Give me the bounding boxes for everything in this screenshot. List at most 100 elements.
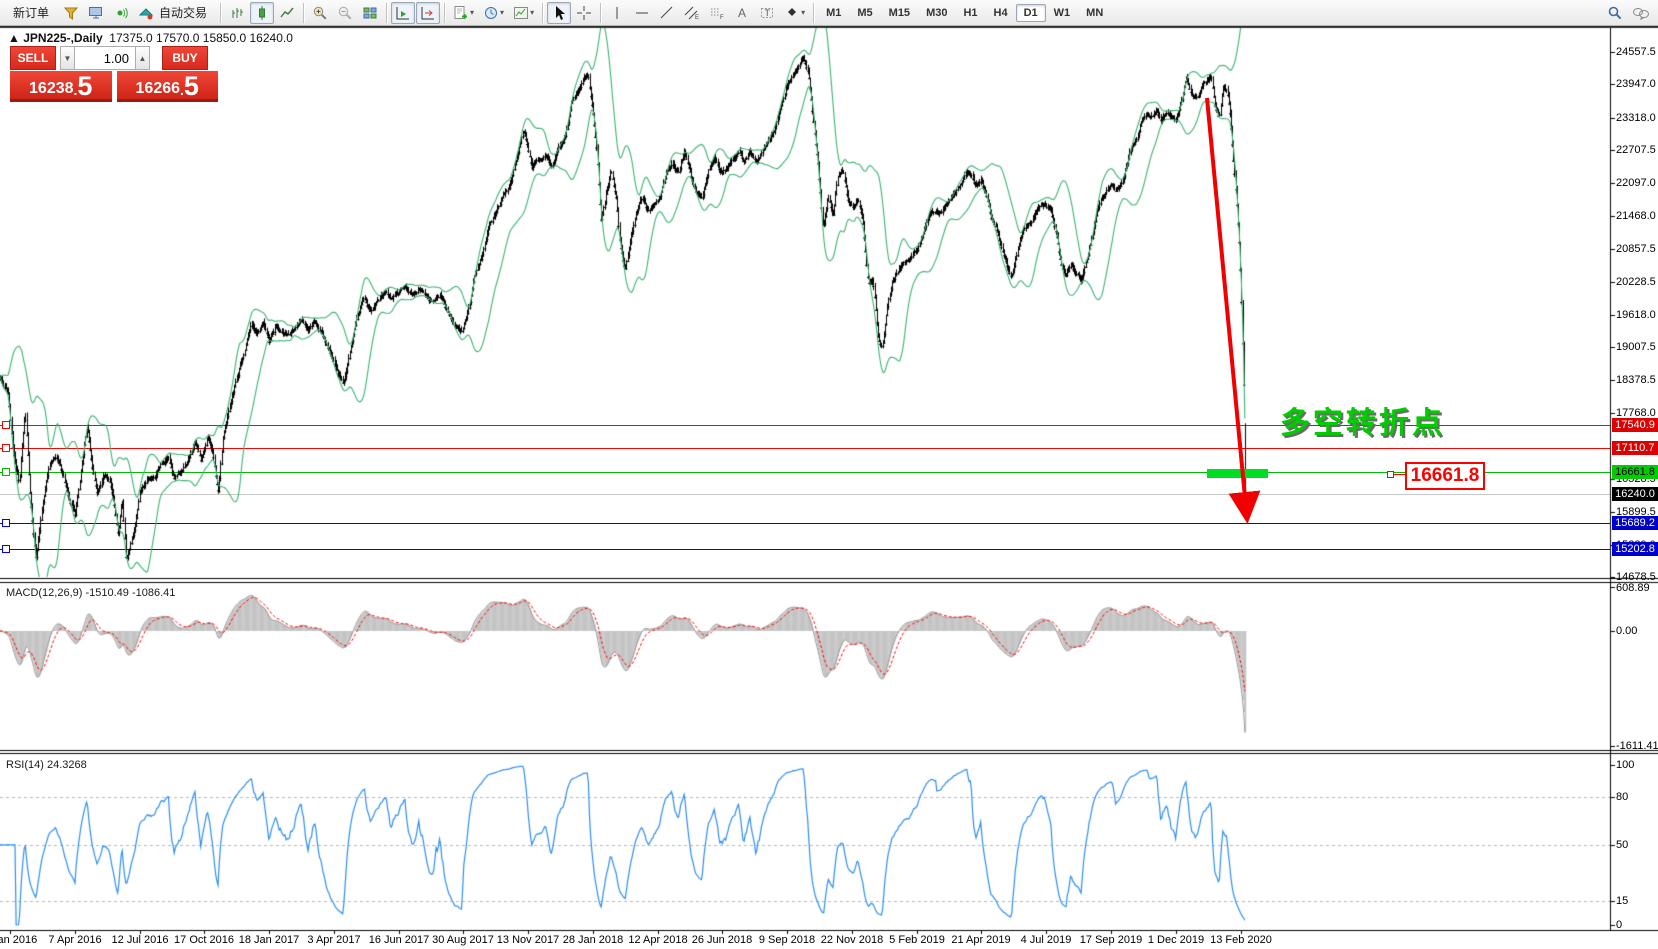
- periods-clock-icon: [483, 5, 499, 21]
- volume-up-button[interactable]: ▲: [135, 46, 150, 70]
- text-label-icon: T: [759, 5, 775, 21]
- periods-button[interactable]: ▾: [479, 2, 508, 24]
- timeframe-button-m30[interactable]: M30: [926, 6, 948, 19]
- sell-button[interactable]: SELL: [10, 46, 56, 70]
- timeframe-button-w1[interactable]: W1: [1053, 6, 1071, 19]
- callout-connector: [1391, 474, 1405, 475]
- timeframe-button-m5[interactable]: M5: [857, 6, 873, 19]
- text-button[interactable]: A: [730, 2, 754, 24]
- zoom-out-button[interactable]: [333, 2, 357, 24]
- buy-price-main: 16266: [135, 80, 181, 97]
- level-endpoint-marker[interactable]: [2, 420, 10, 429]
- add-indicator-button[interactable]: ▾: [449, 2, 478, 24]
- price-callout[interactable]: 16661.8: [1405, 462, 1485, 490]
- vertical-line-icon: [609, 5, 625, 21]
- bar-chart-icon: [229, 5, 245, 21]
- cursor-icon: [551, 5, 567, 21]
- level-endpoint-marker[interactable]: [2, 443, 10, 452]
- arrows-icon: [784, 5, 800, 21]
- chevron-down-icon: ▾: [801, 8, 806, 17]
- fibonacci-button[interactable]: F: [705, 2, 729, 24]
- chart-shift-button[interactable]: [416, 1, 441, 24]
- chevron-down-icon: ▾: [500, 8, 505, 17]
- timeframe-button-h1[interactable]: H1: [963, 6, 978, 19]
- broadcast-button[interactable]: [109, 2, 133, 24]
- sell-price-box[interactable]: 16238 . 5: [10, 71, 112, 102]
- toolbar-separator: [303, 2, 305, 23]
- chart-title: ▲ JPN225-,Daily 17375.0 17570.0 15850.0 …: [8, 31, 293, 45]
- horizontal-line-icon: [634, 5, 650, 21]
- ohlc-high: 17570.0: [156, 31, 200, 45]
- timeframe-button-m1[interactable]: M1: [826, 6, 842, 19]
- rsi-label: RSI(14) 24.3268: [6, 759, 87, 771]
- tile-windows-icon: [362, 5, 378, 21]
- macd-label: MACD(12,26,9) -1510.49 -1086.41: [6, 587, 176, 599]
- buy-price-pips: 5: [183, 71, 199, 101]
- trendline-icon: [659, 5, 675, 21]
- market-window-button[interactable]: [84, 2, 108, 24]
- new-order-button[interactable]: 新订单: [4, 2, 58, 24]
- chart-canvas[interactable]: [0, 26, 1658, 949]
- one-click-trade-panel: SELL ▼ 1.00 ▲ BUY 16238 . 5 16266 . 5: [10, 46, 218, 102]
- vertical-line-button[interactable]: [605, 2, 629, 24]
- auto-trading-label: 自动交易: [159, 6, 208, 20]
- crosshair-icon: [576, 5, 592, 21]
- add-indicator-icon: [453, 5, 469, 21]
- template-icon: [513, 5, 529, 21]
- line-chart-button[interactable]: [275, 2, 299, 24]
- trade-funnel-button[interactable]: [59, 2, 83, 24]
- chart-window: ▲ JPN225-,Daily 17375.0 17570.0 15850.0 …: [0, 26, 1658, 949]
- buy-price-box[interactable]: 16266 . 5: [116, 71, 218, 102]
- auto-trading-button[interactable]: 自动交易: [134, 2, 216, 24]
- trendline-button[interactable]: [655, 2, 679, 24]
- zoom-in-icon: [312, 5, 328, 21]
- collapse-arrow-icon[interactable]: ▲: [8, 31, 20, 45]
- toolbar-separator: [542, 2, 544, 23]
- horizontal-line-button[interactable]: [630, 2, 654, 24]
- annotation-text[interactable]: 多空转折点: [1280, 407, 1445, 440]
- zoom-out-icon: [337, 5, 353, 21]
- sell-price-pips: 5: [77, 71, 93, 101]
- timeframe-button-mn[interactable]: MN: [1086, 6, 1104, 19]
- text-icon: A: [734, 5, 750, 21]
- funnel-icon: [63, 5, 79, 21]
- broadcast-icon: [113, 5, 129, 21]
- fibonacci-icon: F: [709, 5, 725, 21]
- svg-text:T: T: [765, 8, 771, 18]
- text-label-button[interactable]: T: [755, 2, 779, 24]
- search-icon: [1607, 5, 1623, 21]
- timeframe-bar: M1 M5 M15 M30 H1 H4 D1 W1 MN: [818, 3, 1111, 22]
- ohlc-close: 16240.0: [249, 31, 293, 45]
- arrows-button[interactable]: ▾: [780, 2, 809, 24]
- candlestick-chart-button[interactable]: [250, 1, 275, 24]
- toolbar-separator: [386, 2, 388, 23]
- auto-scroll-button[interactable]: [391, 1, 416, 24]
- volume-input[interactable]: 1.00: [75, 46, 135, 70]
- level-endpoint-marker[interactable]: [2, 467, 10, 476]
- zoom-in-button[interactable]: [308, 2, 332, 24]
- search-button[interactable]: [1603, 2, 1627, 24]
- level-endpoint-marker[interactable]: [2, 545, 10, 554]
- timeframe-button-d1[interactable]: D1: [1015, 3, 1046, 22]
- candlestick-chart-icon: [254, 5, 270, 21]
- timeframe-button-m15[interactable]: M15: [888, 6, 911, 19]
- timeframe-button-h4[interactable]: H4: [993, 6, 1008, 19]
- equidistant-channel-button[interactable]: E: [680, 2, 704, 24]
- svg-text:E: E: [695, 15, 699, 21]
- cursor-button[interactable]: [547, 1, 572, 24]
- chevron-down-icon: ▾: [530, 8, 535, 17]
- buy-button[interactable]: BUY: [162, 46, 208, 70]
- market-window-icon: [88, 5, 104, 21]
- sell-price-main: 16238: [29, 80, 74, 97]
- chevron-down-icon: ▾: [470, 8, 475, 17]
- highlight-bar[interactable]: [1207, 469, 1268, 478]
- bar-chart-button[interactable]: [225, 2, 249, 24]
- tile-windows-button[interactable]: [358, 2, 382, 24]
- toolbar-separator: [220, 2, 222, 23]
- ohlc-low: 15850.0: [202, 31, 247, 45]
- templates-button[interactable]: ▾: [509, 2, 538, 24]
- volume-down-button[interactable]: ▼: [60, 46, 75, 70]
- level-endpoint-marker[interactable]: [2, 519, 10, 528]
- chat-button[interactable]: [1628, 2, 1654, 24]
- crosshair-button[interactable]: [572, 2, 596, 24]
